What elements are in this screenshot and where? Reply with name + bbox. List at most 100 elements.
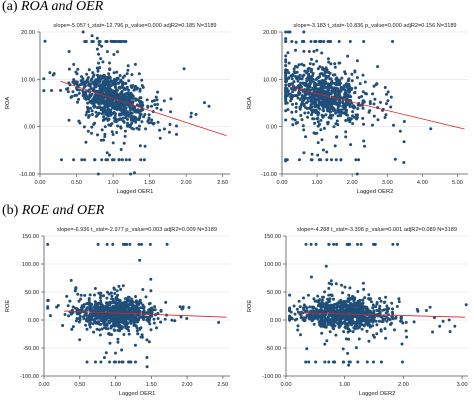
scatter-point bbox=[149, 289, 153, 293]
scatter-point bbox=[168, 123, 172, 126]
scatter-point bbox=[286, 89, 290, 93]
scatter-point bbox=[390, 301, 394, 305]
scatter-point bbox=[144, 127, 148, 131]
scatter-point bbox=[300, 62, 304, 66]
scatter-point bbox=[114, 296, 118, 300]
scatter-point bbox=[320, 138, 324, 142]
scatter-point bbox=[361, 99, 365, 103]
scatter-point bbox=[312, 49, 316, 53]
scatter-point bbox=[77, 91, 81, 95]
scatter-point bbox=[96, 242, 100, 246]
scatter-point bbox=[320, 298, 324, 302]
scatter-point bbox=[133, 316, 136, 320]
scatter-point bbox=[71, 80, 75, 84]
x-axis-label: Lagged OER2 bbox=[359, 391, 396, 397]
scatter-point bbox=[107, 85, 110, 89]
scatter-point bbox=[153, 103, 157, 107]
scatter-point bbox=[169, 97, 173, 101]
scatter-point bbox=[345, 100, 349, 104]
scatter-point bbox=[350, 79, 354, 83]
scatter-point bbox=[349, 143, 353, 147]
scatter-point bbox=[341, 100, 345, 103]
scatter-point bbox=[324, 77, 328, 81]
scatter-point bbox=[118, 299, 122, 303]
scatter-point bbox=[138, 258, 142, 262]
x-tick-label: 0.00 bbox=[35, 180, 46, 186]
scatter-point bbox=[329, 279, 333, 283]
scatter-point bbox=[105, 322, 109, 326]
scatter-point bbox=[350, 101, 354, 105]
scatter-point bbox=[89, 82, 92, 86]
scatter-point bbox=[92, 330, 96, 334]
scatter-point bbox=[296, 79, 300, 83]
scatter-point bbox=[358, 82, 362, 86]
scatter-point bbox=[130, 297, 134, 301]
scatter-point bbox=[385, 307, 389, 311]
scatter-point bbox=[124, 326, 128, 330]
scatter-point bbox=[127, 329, 131, 333]
scatter-point bbox=[389, 105, 393, 109]
scatter-point bbox=[87, 96, 91, 100]
scatter-point bbox=[46, 242, 50, 246]
scatter-point bbox=[332, 242, 336, 246]
scatter-point bbox=[365, 360, 369, 364]
scatter-point bbox=[302, 30, 306, 34]
scatter-point bbox=[432, 316, 436, 320]
scatter-point bbox=[284, 60, 288, 64]
scatter-point bbox=[48, 71, 52, 75]
scatter-point bbox=[111, 133, 115, 136]
scatter-point bbox=[323, 71, 327, 75]
scatter-point bbox=[348, 310, 352, 314]
scatter-point bbox=[329, 62, 333, 66]
scatter-point bbox=[331, 324, 335, 328]
scatter-point bbox=[318, 314, 322, 318]
scatter-point bbox=[136, 332, 140, 336]
scatter-point bbox=[124, 81, 128, 85]
scatter-point bbox=[72, 62, 76, 66]
scatter-point bbox=[116, 337, 120, 341]
scatter-point bbox=[112, 158, 116, 162]
scatter-point bbox=[348, 286, 352, 290]
scatter-point bbox=[102, 115, 106, 119]
scatter-point bbox=[314, 242, 318, 246]
scatter-point bbox=[402, 161, 406, 164]
scatter-point bbox=[127, 94, 131, 98]
scatter-point bbox=[319, 88, 323, 92]
scatter-point bbox=[339, 108, 343, 112]
scatter-point bbox=[148, 301, 152, 305]
scatter-point bbox=[361, 90, 365, 94]
scatter-point bbox=[71, 90, 75, 94]
scatter-point bbox=[111, 82, 115, 86]
scatter-point bbox=[124, 40, 128, 43]
scatter-point bbox=[122, 141, 126, 145]
scatter-point bbox=[312, 88, 316, 92]
scatter-point bbox=[321, 66, 324, 70]
scatter-point bbox=[327, 92, 330, 96]
scatter-point bbox=[121, 325, 125, 329]
scatter-point bbox=[302, 104, 306, 108]
scatter-point bbox=[125, 72, 129, 76]
scatter-point bbox=[316, 105, 320, 109]
scatter-point bbox=[286, 108, 290, 112]
scatter-point bbox=[88, 293, 92, 297]
scatter-point bbox=[363, 92, 367, 95]
scatter-point bbox=[118, 326, 122, 330]
scatter-point bbox=[404, 320, 408, 324]
y-tick-label: 20.00 bbox=[263, 30, 277, 36]
x-tick-label: 2.50 bbox=[217, 180, 228, 186]
scatter-point bbox=[386, 90, 390, 94]
scatter-point bbox=[322, 109, 326, 113]
scatter-point bbox=[137, 318, 141, 322]
scatter-point bbox=[165, 242, 169, 246]
scatter-point bbox=[326, 121, 330, 124]
scatter-point bbox=[66, 90, 70, 94]
scatter-point bbox=[118, 117, 122, 121]
scatter-point bbox=[333, 144, 337, 148]
scatter-point bbox=[383, 317, 387, 321]
fit-line bbox=[64, 310, 227, 318]
scatter-point bbox=[145, 365, 149, 369]
scatter-point bbox=[85, 110, 89, 114]
scatter-point bbox=[137, 242, 141, 246]
scatter-point bbox=[304, 93, 307, 97]
scatter-point bbox=[95, 100, 99, 104]
